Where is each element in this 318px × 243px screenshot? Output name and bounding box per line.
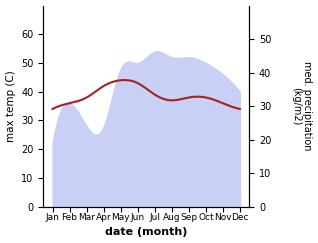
Y-axis label: med. precipitation
(kg/m2): med. precipitation (kg/m2) [291,61,313,151]
Y-axis label: max temp (C): max temp (C) [5,70,16,142]
X-axis label: date (month): date (month) [105,227,187,237]
